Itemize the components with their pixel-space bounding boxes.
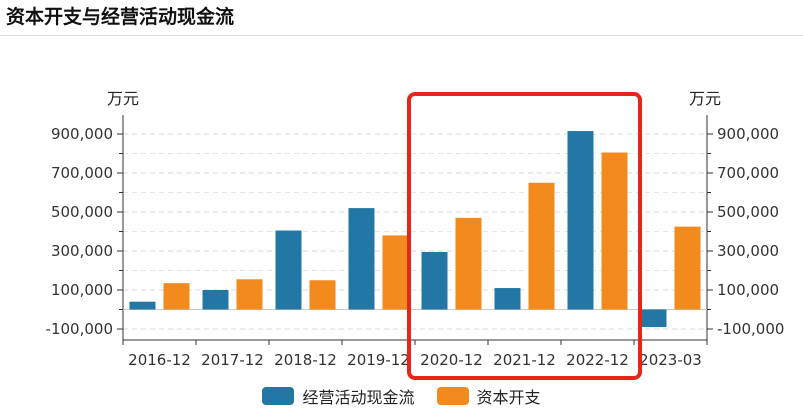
page-title: 资本开支与经营活动现金流: [6, 6, 235, 28]
bar-capex-2022-12: [601, 152, 628, 310]
x-tick-label: 2017-12: [201, 351, 264, 369]
bar-capex-2019-12: [382, 235, 409, 310]
legend-label-operating-cash-flow: 经营活动现金流: [302, 388, 415, 407]
y-tick-label-right: 300,000: [717, 242, 779, 260]
y-tick-label-right: 700,000: [717, 164, 779, 182]
legend: 经营活动现金流 资本开支: [0, 384, 803, 408]
bar-operating-cash-flow-2017-12: [202, 290, 229, 310]
bar-operating-cash-flow-2016-12: [129, 301, 156, 310]
x-tick-label: 2018-12: [274, 351, 337, 369]
bar-operating-cash-flow-2022-12: [567, 131, 594, 310]
bar-operating-cash-flow-2020-12: [421, 251, 448, 310]
bar-capex-2021-12: [528, 182, 555, 310]
y-tick-label-right: 500,000: [717, 203, 779, 221]
bar-capex-2023-03: [674, 226, 701, 310]
x-tick-label: 2021-12: [493, 351, 556, 369]
y-tick-label-left: 700,000: [51, 164, 113, 182]
y-tick-label-left: 300,000: [51, 242, 113, 260]
title-divider: [0, 35, 803, 36]
bar-operating-cash-flow-2023-03: [640, 309, 667, 328]
highlight-box: [407, 92, 642, 380]
x-tick-label: 2019-12: [347, 351, 410, 369]
y-tick-label-left: 100,000: [51, 281, 113, 299]
bar-operating-cash-flow-2021-12: [494, 288, 521, 310]
bar-operating-cash-flow-2019-12: [348, 208, 375, 310]
x-tick-label: 2020-12: [420, 351, 483, 369]
legend-swatch-capex: [436, 387, 469, 405]
bar-capex-2017-12: [236, 279, 263, 310]
y-tick-label-right: 900,000: [717, 125, 779, 143]
legend-label-capex: 资本开支: [476, 388, 541, 407]
y-tick-label-left: 900,000: [51, 125, 113, 143]
bar-capex-2020-12: [455, 217, 482, 310]
y-tick-label-left: 500,000: [51, 203, 113, 221]
legend-swatch-operating-cash-flow: [262, 387, 295, 405]
y-axis-unit-right: 万元: [689, 89, 721, 108]
chart: -100,000 -100,000 100,000 100,000 300,000 300…: [46, 89, 784, 380]
bar-capex-2016-12: [163, 283, 190, 310]
bar-capex-2018-12: [309, 280, 336, 310]
y-axis-unit-left: 万元: [107, 89, 139, 108]
bar-operating-cash-flow-2018-12: [275, 230, 302, 310]
x-tick-label: 2016-12: [128, 351, 191, 369]
x-tick-label: 2023-03: [639, 351, 702, 369]
y-tick-label-left: -100,000: [46, 320, 113, 338]
x-tick-label: 2022-12: [566, 351, 629, 369]
y-tick-label-right: -100,000: [717, 320, 784, 338]
legend-item-capex[interactable]: 资本开支: [436, 384, 541, 408]
legend-item-operating-cash-flow[interactable]: 经营活动现金流: [262, 384, 415, 408]
y-tick-label-right: 100,000: [717, 281, 779, 299]
